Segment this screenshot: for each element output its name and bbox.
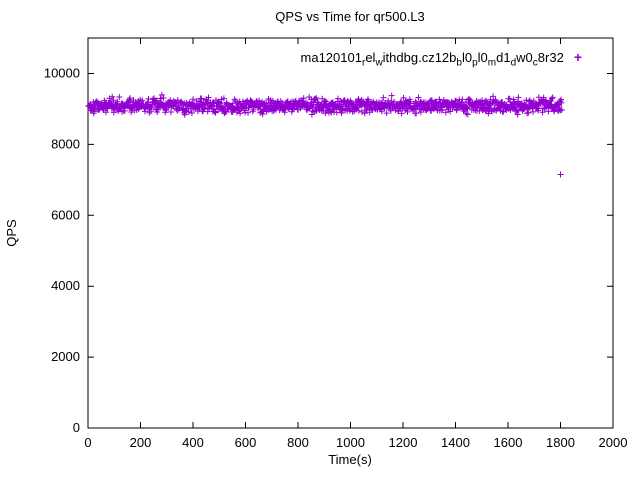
y-tick-label: 0 [73, 420, 80, 435]
axis-ticks [87, 38, 614, 429]
legend-text-segment: l0 [461, 50, 473, 65]
x-tick-label: 1000 [336, 435, 365, 450]
y-tick-label: 4000 [51, 278, 80, 293]
legend-text-segment: l0 [477, 50, 488, 65]
legend-text-segment: 8r32 [537, 50, 564, 65]
legend-subscript: p [472, 57, 478, 69]
legend-text-segment: el [365, 50, 376, 65]
y-axis-label: QPS [4, 219, 19, 247]
y-tick-label: 6000 [51, 207, 80, 222]
legend-text-segment: ithdbg.cz12b [382, 50, 457, 65]
legend-subscript: r [361, 57, 366, 69]
chart-title: QPS vs Time for qr500.L3 [275, 9, 425, 24]
legend-series-label: ma120101relwithdbg.cz12bbl0pl0md1dw0c8r3… [301, 50, 564, 69]
legend-text-segment: w0 [516, 50, 533, 65]
legend-point-marker: + [573, 49, 582, 65]
x-tick-label: 200 [130, 435, 152, 450]
x-tick-label: 1200 [389, 435, 418, 450]
x-tick-label: 1400 [441, 435, 470, 450]
y-tick-label: 8000 [51, 136, 80, 151]
data-points-layer [85, 91, 565, 178]
plot-border [87, 37, 614, 429]
x-tick-label: 400 [182, 435, 204, 450]
y-tick-label: 2000 [51, 349, 80, 364]
outlier-point [557, 171, 564, 178]
legend-text-segment: ma120101 [300, 50, 362, 65]
x-tick-label: 2000 [599, 435, 628, 450]
x-tick-label: 0 [84, 435, 91, 450]
x-axis-label: Time(s) [328, 452, 372, 467]
axis-tick-labels: 0 200 400 600 800 1000 1200 1400 1600 1800 2000 0 20… [44, 66, 628, 451]
legend-text-segment: d1 [496, 50, 511, 65]
x-tick-label: 1600 [494, 435, 523, 450]
x-tick-label: 600 [235, 435, 257, 450]
legend: ma120101relwithdbg.cz12bbl0pl0md1dw0c8r3… [301, 49, 582, 69]
series-band-points [85, 91, 565, 118]
legend-subscript: w [375, 57, 383, 69]
y-tick-label: 10000 [44, 66, 80, 81]
legend-subscript: m [487, 57, 497, 69]
legend-subscript: c [532, 57, 538, 69]
x-tick-label: 800 [287, 435, 309, 450]
x-tick-label: 1800 [546, 435, 575, 450]
legend-subscript: b [456, 57, 462, 69]
legend-subscript: d [510, 57, 517, 69]
